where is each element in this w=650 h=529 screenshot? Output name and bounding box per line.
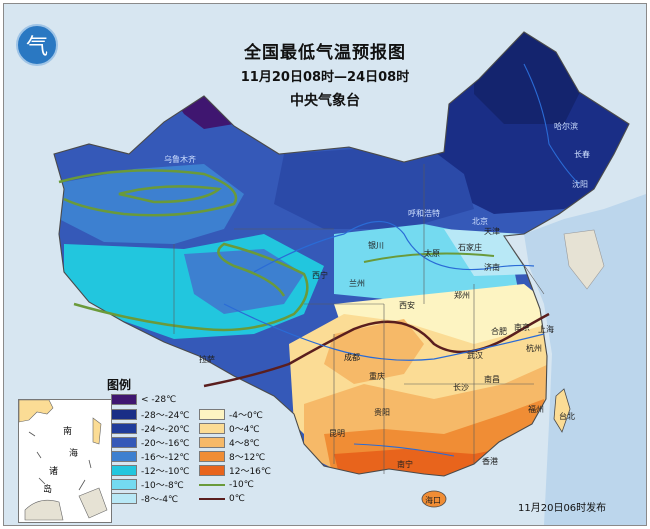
city-label: 天津	[484, 227, 500, 236]
band-qinghai	[184, 249, 304, 314]
city-label: 长沙	[453, 383, 469, 392]
legend-item: -8～-4℃	[111, 492, 178, 505]
isoline-zero	[203, 312, 550, 388]
legend-item: -12～-10℃	[111, 464, 190, 477]
legend-swatch	[111, 437, 137, 448]
city-label: 石家庄	[458, 243, 482, 252]
legend-item: -28～-24℃	[111, 408, 190, 421]
legend-item: 0℃	[199, 494, 245, 504]
city-label: 西安	[399, 301, 415, 310]
city-label: 福州	[528, 405, 544, 414]
east-sea	[524, 194, 646, 525]
legend-item: -16～-12℃	[111, 450, 190, 463]
legend-title: 图例	[107, 378, 132, 392]
city-label: 南宁	[397, 460, 413, 469]
city-label: 成都	[344, 353, 360, 362]
city-label: 长春	[574, 150, 590, 159]
inset-label: 南	[63, 427, 73, 437]
legend-swatch	[199, 451, 225, 462]
south-china-sea-inset: 南 海 诸 岛	[18, 399, 112, 523]
legend-swatch	[199, 423, 225, 434]
map-title: 全国最低气温预报图	[244, 43, 406, 63]
legend-swatch	[199, 409, 225, 420]
isoline-minus10-north	[363, 252, 495, 263]
city-label: 太原	[424, 249, 440, 258]
forecast-period: 11月20日08时—24日08时	[240, 70, 410, 85]
inset-label: 诸	[49, 467, 59, 477]
legend-swatch	[111, 394, 137, 405]
legend-item: 0～4℃	[199, 422, 260, 435]
city-label: 武汉	[467, 351, 483, 360]
korea-landmass	[563, 229, 605, 290]
city-label: 呼和浩特	[408, 209, 440, 218]
legend-line	[199, 498, 225, 500]
city-label: 合肥	[491, 327, 507, 336]
city-label: 贵阳	[374, 408, 390, 417]
isoline-minus10-inner	[118, 185, 222, 204]
city-label: 哈尔滨	[554, 122, 578, 131]
city-label: 沈阳	[572, 180, 588, 189]
cma-logo: 气	[16, 24, 58, 66]
city-label: 济南	[484, 263, 500, 272]
city-label: 杭州	[526, 344, 542, 353]
city-label: 银川	[368, 241, 384, 250]
legend-swatch	[111, 493, 137, 504]
city-label: 重庆	[369, 372, 385, 381]
inset-label: 海	[69, 449, 79, 459]
legend-swatch	[199, 437, 225, 448]
legend-item: 12～16℃	[199, 464, 271, 477]
legend-swatch	[111, 465, 137, 476]
city-label: 上海	[538, 325, 554, 334]
temperature-map	[4, 4, 646, 525]
isoline-minus10-plateau	[73, 242, 309, 332]
hainan-island	[421, 490, 447, 508]
city-label: 香港	[482, 457, 498, 466]
legend-swatch	[111, 409, 137, 420]
city-label: 南昌	[484, 375, 500, 384]
city-label: 拉萨	[199, 355, 215, 364]
legend-item: -10～-8℃	[111, 478, 184, 491]
city-label: 海口	[425, 496, 441, 505]
province-borders	[173, 164, 545, 474]
legend-line	[199, 484, 225, 486]
pearl-river	[353, 443, 455, 457]
legend-swatch	[111, 479, 137, 490]
taiwan-island	[553, 388, 571, 433]
legend-item: -4～0℃	[199, 408, 263, 421]
city-label: 南京	[514, 323, 530, 332]
legend-item: -10℃	[199, 480, 254, 490]
legend-item: -20～-16℃	[111, 436, 190, 449]
inset-label: 岛	[43, 485, 53, 495]
city-label: 郑州	[454, 291, 470, 300]
legend-item: 8～12℃	[199, 450, 265, 463]
legend-item: -24～-20℃	[111, 422, 190, 435]
band-tarim	[54, 164, 244, 244]
city-label: 乌鲁木齐	[164, 155, 196, 164]
songhua-river	[523, 63, 580, 185]
city-label: 昆明	[329, 429, 345, 438]
issued-time: 11月20日06时发布	[518, 503, 607, 514]
city-label: 北京	[472, 217, 488, 226]
city-label: 西宁	[312, 271, 328, 280]
legend-item: < -28℃	[111, 394, 176, 405]
legend-item: 4～8℃	[199, 436, 260, 449]
city-label: 台北	[559, 412, 575, 421]
legend-swatch	[111, 451, 137, 462]
forecast-map-panel: 气 全国最低气温预报图 11月20日08时—24日08时 中央气象台 乌鲁木齐 …	[3, 3, 647, 526]
legend-swatch	[199, 465, 225, 476]
yellow-river	[253, 221, 535, 273]
city-label: 兰州	[349, 279, 365, 288]
band-sichuan	[324, 319, 424, 384]
legend-swatch	[111, 423, 137, 434]
agency-name: 中央气象台	[290, 93, 360, 109]
isoline-minus10-tarim	[58, 169, 238, 217]
